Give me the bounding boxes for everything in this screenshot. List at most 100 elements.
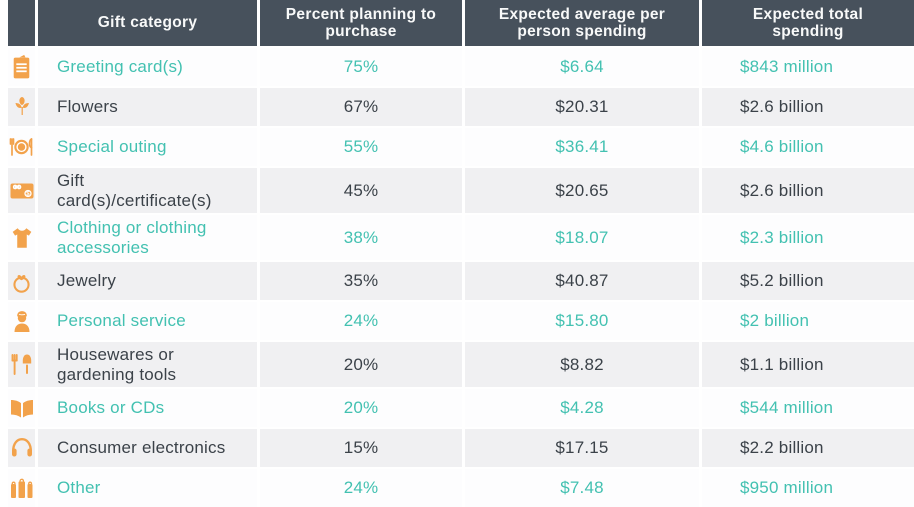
average-spending-value: $6.64 (560, 57, 604, 76)
percent-value: 20% (343, 398, 379, 417)
average-spending-cell: $8.82 (465, 342, 699, 387)
percent-value: 67% (343, 97, 379, 116)
category-label: Housewares or gardening tools (57, 345, 177, 384)
clothing-icon (9, 225, 35, 251)
table-row: Housewares or gardening tools 20% $8.82 $1.… (8, 342, 914, 387)
category-icon-cell (8, 429, 35, 467)
total-spending-cell: $1.1 billion (702, 342, 914, 387)
table-row: $ Gift card(s)/certificate(s) 45% $20.65 $2.… (8, 168, 914, 213)
category-label: Jewelry (57, 271, 117, 291)
total-spending-cell: $2 billion (702, 302, 914, 340)
category-label: Greeting card(s) (57, 57, 184, 77)
average-spending-cell: $20.65 (465, 168, 699, 213)
category-cell: Clothing or clothing accessories (38, 215, 257, 260)
category-icon-cell (8, 48, 35, 86)
category-cell: Books or CDs (38, 389, 257, 427)
personal-service-icon (10, 308, 34, 335)
total-spending-value: $2.6 billion (740, 180, 824, 200)
average-spending-cell: $4.28 (465, 389, 699, 427)
category-icon-cell (8, 215, 35, 260)
category-icon-cell (8, 342, 35, 387)
headphones-icon (9, 435, 35, 461)
table-row: Greeting card(s) 75% $6.64 $843 million (8, 48, 914, 86)
gift-spending-table: Gift category Percent planning to purcha… (8, 0, 914, 507)
average-spending-cell: $18.07 (465, 215, 699, 260)
jewelry-ring-icon (9, 268, 34, 295)
percent-planning-cell: 35% (260, 262, 462, 300)
percent-value: 35% (343, 271, 379, 290)
table-row: Other 24% $7.48 $950 million (8, 469, 914, 507)
percent-value: 24% (343, 311, 379, 330)
percent-value: 75% (343, 57, 379, 76)
total-spending-value: $2.2 billion (740, 438, 824, 457)
category-icon-cell (8, 88, 35, 126)
percent-planning-cell: 24% (260, 302, 462, 340)
percent-planning-cell: 67% (260, 88, 462, 126)
average-spending-value: $8.82 (560, 354, 604, 374)
category-icon-cell (8, 469, 35, 507)
table-row: Consumer electronics 15% $17.15 $2.2 billio… (8, 429, 914, 467)
category-cell: Consumer electronics (38, 429, 257, 467)
category-cell: Flowers (38, 88, 257, 126)
table-row: Flowers 67% $20.31 $2.6 billion (8, 88, 914, 126)
average-spending-value: $20.65 (555, 180, 609, 200)
category-label: Clothing or clothing accessories (57, 218, 207, 257)
average-spending-value: $7.48 (560, 478, 604, 497)
svg-text:$: $ (26, 191, 30, 197)
column-header-label: Expected average per person spending (498, 5, 666, 40)
category-cell: Greeting card(s) (38, 48, 257, 86)
category-icon-cell (8, 128, 35, 166)
category-cell: Personal service (38, 302, 257, 340)
average-spending-value: $4.28 (560, 398, 604, 417)
table-row: Books or CDs 20% $4.28 $544 million (8, 389, 914, 427)
category-icon-cell: $ (8, 168, 35, 213)
percent-value: 55% (343, 137, 379, 156)
special-outing-icon (8, 134, 35, 160)
category-cell: Gift card(s)/certificate(s) (38, 168, 257, 213)
header-cell-icon-spacer (8, 0, 35, 46)
category-label: Consumer electronics (57, 438, 226, 458)
total-spending-value: $5.2 billion (740, 271, 824, 290)
total-spending-value: $2 billion (740, 311, 810, 330)
flowers-icon (11, 95, 33, 119)
average-spending-value: $40.87 (555, 271, 609, 290)
category-icon-cell (8, 389, 35, 427)
percent-value: 24% (343, 478, 379, 497)
header-cell-percent-planning: Percent planning to purchase (260, 0, 462, 46)
percent-planning-cell: 20% (260, 389, 462, 427)
table-row: Special outing 55% $36.41 $4.6 billion (8, 128, 914, 166)
total-spending-cell: $544 million (702, 389, 914, 427)
total-spending-cell: $843 million (702, 48, 914, 86)
gift-bags-icon (8, 475, 35, 501)
category-icon-cell (8, 302, 35, 340)
percent-value: 38% (343, 227, 379, 247)
category-label: Special outing (57, 137, 167, 157)
column-header-label: Expected total spending (752, 5, 864, 40)
total-spending-value: $843 million (740, 57, 834, 76)
total-spending-value: $2.6 billion (740, 97, 824, 116)
total-spending-cell: $2.3 billion (702, 215, 914, 260)
total-spending-value: $950 million (740, 478, 834, 497)
percent-planning-cell: 24% (260, 469, 462, 507)
total-spending-cell: $4.6 billion (702, 128, 914, 166)
average-spending-cell: $36.41 (465, 128, 699, 166)
housewares-icon (8, 351, 35, 378)
category-label: Flowers (57, 97, 118, 117)
total-spending-value: $2.3 billion (740, 227, 824, 247)
books-icon (8, 396, 36, 421)
gift-card-icon: $ (8, 179, 36, 203)
average-spending-value: $15.80 (555, 311, 609, 330)
average-spending-value: $17.15 (555, 438, 609, 457)
percent-planning-cell: 38% (260, 215, 462, 260)
category-cell: Housewares or gardening tools (38, 342, 257, 387)
percent-planning-cell: 20% (260, 342, 462, 387)
average-spending-cell: $20.31 (465, 88, 699, 126)
average-spending-cell: $40.87 (465, 262, 699, 300)
category-cell: Special outing (38, 128, 257, 166)
column-header-label: Percent planning to purchase (285, 5, 437, 40)
percent-planning-cell: 75% (260, 48, 462, 86)
average-spending-cell: $7.48 (465, 469, 699, 507)
table-row: Jewelry 35% $40.87 $5.2 billion (8, 262, 914, 300)
percent-value: 20% (343, 354, 379, 374)
category-label: Books or CDs (57, 398, 165, 418)
